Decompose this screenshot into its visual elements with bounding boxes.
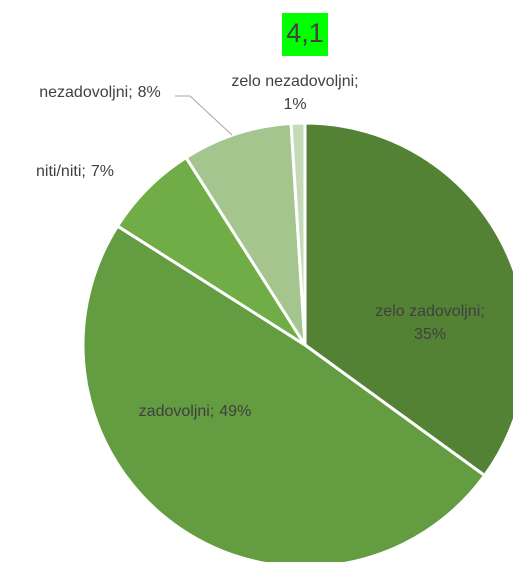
value-label: 49%: [219, 403, 251, 420]
annotation-highlight: [282, 13, 328, 56]
value-label: 1%: [283, 96, 306, 113]
slice-label: niti/niti; 7%: [36, 163, 114, 180]
category-label: zelo zadovoljni;: [375, 303, 484, 320]
leader-line: [175, 95, 233, 136]
slice-label: nezadovoljni; 8%: [39, 84, 161, 101]
pie: [81, 121, 513, 562]
value-label: 35%: [414, 326, 446, 343]
category-label: niti/niti;: [36, 163, 86, 180]
category-label: zelo nezadovoljni;: [231, 73, 358, 90]
labels: zelo zadovoljni; 35% zadovoljni; 49% niti/ni…: [36, 73, 485, 420]
value-label: 8%: [138, 84, 161, 101]
value-label: 7%: [91, 163, 114, 180]
category-label: nezadovoljni;: [39, 84, 132, 101]
pie-slice: [289, 121, 307, 347]
pie-slice: [303, 121, 513, 477]
pie-slice: [81, 224, 487, 562]
slice-label: zadovoljni; 49%: [139, 403, 252, 420]
annotation: 4,1: [286, 18, 324, 48]
category-label: zadovoljni;: [139, 403, 215, 420]
pie-slice: [184, 121, 307, 347]
